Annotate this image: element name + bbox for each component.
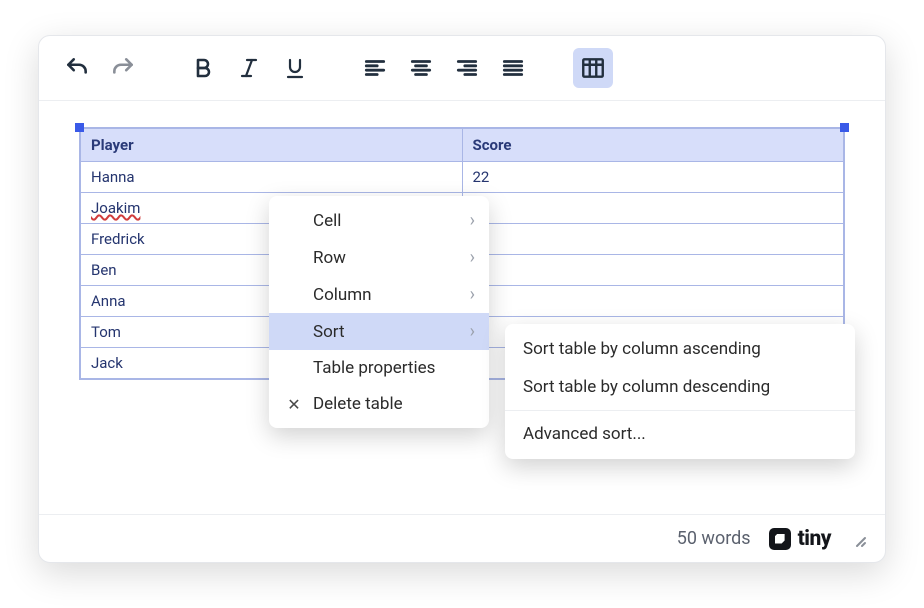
resize-icon xyxy=(851,532,867,548)
ctx-label: Sort xyxy=(313,322,460,342)
undo-button[interactable] xyxy=(57,48,97,88)
history-group xyxy=(57,48,143,88)
ctx-label: Cell xyxy=(313,211,460,231)
cell-player[interactable]: Hanna xyxy=(81,162,463,193)
align-right-icon xyxy=(454,55,480,81)
chevron-right-icon: › xyxy=(470,210,475,231)
redo-button[interactable] xyxy=(103,48,143,88)
chevron-right-icon: › xyxy=(470,321,475,342)
ctx-table-properties[interactable]: Table properties xyxy=(269,350,489,386)
ctx-label: Column xyxy=(313,285,460,305)
table-row[interactable]: Hanna22 xyxy=(81,162,844,193)
cell-score[interactable]: -2 xyxy=(462,224,844,255)
align-center-button[interactable] xyxy=(401,48,441,88)
ctx-label: Delete table xyxy=(313,394,475,414)
selection-handle-top-right[interactable] xyxy=(840,123,849,132)
editor-window: Player Score Hanna22 Joakim11 Fredrick-2… xyxy=(38,35,886,563)
ctx-column[interactable]: Column › xyxy=(269,276,489,313)
sort-advanced[interactable]: Advanced sort... xyxy=(505,415,855,453)
align-justify-icon xyxy=(500,55,526,81)
menu-separator xyxy=(505,410,855,411)
misspelled-word[interactable]: Joakim xyxy=(91,199,140,217)
underline-button[interactable] xyxy=(275,48,315,88)
ctx-label: Row xyxy=(313,248,460,268)
underline-icon xyxy=(283,56,307,80)
resize-handle[interactable] xyxy=(849,530,867,548)
chevron-right-icon: › xyxy=(470,247,475,268)
tiny-branding[interactable]: tiny xyxy=(769,527,831,551)
statusbar: 50 words tiny xyxy=(39,514,885,562)
close-icon: ✕ xyxy=(285,395,303,414)
ctx-sort[interactable]: Sort › xyxy=(269,313,489,350)
cell-score[interactable]: 5 xyxy=(462,286,844,317)
table-icon xyxy=(580,55,606,81)
sort-asc[interactable]: Sort table by column ascending xyxy=(505,330,855,368)
sort-desc[interactable]: Sort table by column descending xyxy=(505,368,855,406)
col-header-player[interactable]: Player xyxy=(81,129,463,162)
cell-score[interactable]: 11 xyxy=(462,193,844,224)
cell-score[interactable]: 22 xyxy=(462,162,844,193)
align-justify-button[interactable] xyxy=(493,48,533,88)
insert-table-button[interactable] xyxy=(573,48,613,88)
italic-icon xyxy=(237,56,261,80)
align-center-icon xyxy=(408,55,434,81)
sort-submenu: Sort table by column ascending Sort tabl… xyxy=(505,324,855,459)
undo-icon xyxy=(64,55,90,81)
redo-icon xyxy=(110,55,136,81)
bold-button[interactable] xyxy=(183,48,223,88)
word-count[interactable]: 50 words xyxy=(677,528,751,549)
col-header-score[interactable]: Score xyxy=(462,129,844,162)
cell-score[interactable]: 3 xyxy=(462,255,844,286)
italic-button[interactable] xyxy=(229,48,269,88)
selection-handle-top-left[interactable] xyxy=(75,123,84,132)
ctx-delete-table[interactable]: ✕ Delete table xyxy=(269,386,489,422)
context-menu: Cell › Row › Column › Sort › Table propertie… xyxy=(269,196,489,428)
align-left-icon xyxy=(362,55,388,81)
format-group xyxy=(183,48,315,88)
align-left-button[interactable] xyxy=(355,48,395,88)
ctx-cell[interactable]: Cell › xyxy=(269,202,489,239)
align-right-button[interactable] xyxy=(447,48,487,88)
toolbar xyxy=(39,36,885,101)
tiny-logo-icon xyxy=(769,528,791,550)
chevron-right-icon: › xyxy=(470,284,475,305)
bold-icon xyxy=(191,56,215,80)
align-group xyxy=(355,48,533,88)
ctx-label: Table properties xyxy=(313,358,475,378)
brand-text: tiny xyxy=(798,527,831,551)
ctx-row[interactable]: Row › xyxy=(269,239,489,276)
